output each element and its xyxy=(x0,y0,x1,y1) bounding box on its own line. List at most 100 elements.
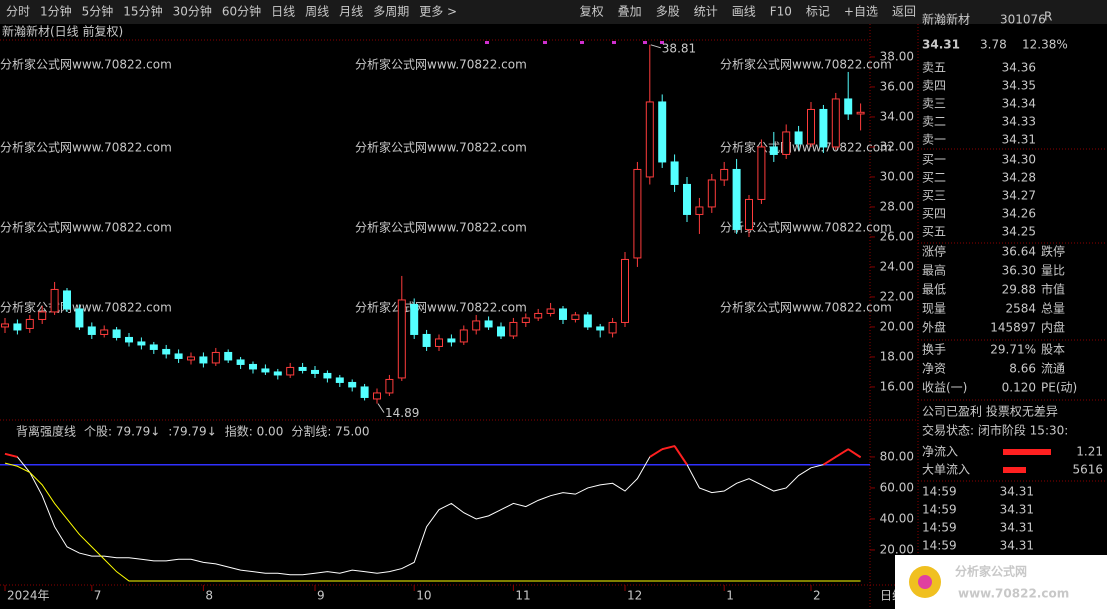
tool-button[interactable]: 统计 xyxy=(694,5,718,19)
y-tick-label: 40.00 xyxy=(880,511,914,525)
period-tab[interactable]: 月线 xyxy=(339,5,363,19)
ask-price: 34.36 xyxy=(1002,61,1036,75)
tool-button[interactable]: F10 xyxy=(770,5,792,19)
period-tab[interactable]: 更多 > xyxy=(419,5,457,19)
watermark: 分析家公式网www.70822.com xyxy=(355,220,527,235)
candle-body xyxy=(583,314,592,328)
candle-body xyxy=(559,308,567,320)
y-tick-label: 32.00 xyxy=(880,139,914,153)
x-tick-label: 1 xyxy=(726,589,734,603)
ask-label: 卖一 xyxy=(922,133,946,147)
stat-label: 最高 xyxy=(922,263,946,278)
period-tab[interactable]: 周线 xyxy=(305,5,329,19)
tool-button[interactable]: 多股 xyxy=(656,5,680,19)
candle-body xyxy=(633,168,642,259)
candle-body xyxy=(459,329,468,343)
signal-dot xyxy=(580,41,584,44)
candle-body xyxy=(360,386,369,398)
period-tab[interactable]: 15分钟 xyxy=(123,4,162,19)
stat-label2: 量比 xyxy=(1041,264,1065,278)
candle-body xyxy=(410,303,419,335)
notice: 公司已盈利 投票权无差异 xyxy=(922,404,1058,419)
candle-body xyxy=(149,344,158,350)
candle-body xyxy=(211,351,220,364)
candle-body xyxy=(807,108,815,145)
flow-label: 净流入 xyxy=(922,445,958,459)
stat2-label: 换手 xyxy=(922,343,946,357)
stat-price: 145897 xyxy=(990,321,1036,335)
stat-price: 2584 xyxy=(1005,302,1036,316)
low-annotation: 14.89 xyxy=(385,406,419,420)
x-tick-label: 7 xyxy=(94,589,102,603)
tool-button[interactable]: 标记 xyxy=(806,5,830,19)
logo-name: 分析家公式网 xyxy=(955,564,1027,579)
watermark: 分析家公式网www.70822.com xyxy=(720,220,892,235)
period-tab[interactable]: 分时 xyxy=(6,5,30,19)
ask-label: 卖二 xyxy=(922,115,946,129)
bid-price: 34.28 xyxy=(1002,171,1036,185)
candle-body xyxy=(298,366,307,371)
candle-body xyxy=(125,336,133,343)
stat2-price: 0.120 xyxy=(1002,381,1036,395)
candle-body xyxy=(472,320,481,331)
y-tick-label: 24.00 xyxy=(880,259,914,273)
indicator-highlight xyxy=(822,456,837,466)
candle-body xyxy=(745,198,753,230)
tool-button[interactable]: 画线 xyxy=(732,5,756,19)
tool-button[interactable]: +自选 xyxy=(844,5,878,19)
status: 交易状态: 闭市阶段 15:30: xyxy=(922,423,1068,438)
ask-label: 卖三 xyxy=(922,97,946,111)
stat2-label2: 流通 xyxy=(1041,362,1065,376)
candle-body xyxy=(112,329,121,338)
candle-body xyxy=(162,348,171,355)
stat-label2: 内盘 xyxy=(1041,320,1065,335)
candle-body xyxy=(732,168,741,230)
period-tab[interactable]: 1分钟 xyxy=(40,4,72,19)
ask-label: 卖四 xyxy=(922,79,946,93)
period-tab[interactable]: 5分钟 xyxy=(82,4,114,19)
period-tab[interactable]: 多周期 xyxy=(373,5,409,19)
period-tab[interactable]: 日线 xyxy=(271,5,295,19)
indicator-line xyxy=(4,462,861,582)
candle-body xyxy=(856,111,865,115)
x-tick-label: 12 xyxy=(627,589,642,603)
indicator-highlight xyxy=(661,445,675,451)
candle-body xyxy=(782,131,791,155)
flow-value: 1.21 xyxy=(1076,445,1103,459)
candle-body xyxy=(571,314,580,320)
candle-body xyxy=(137,341,146,346)
indicator-line xyxy=(4,445,861,576)
watermark: 分析家公式网www.70822.com xyxy=(0,140,172,155)
candle-body xyxy=(497,326,505,337)
stat-label: 外盘 xyxy=(922,320,946,335)
stat-label2: 跌停 xyxy=(1041,244,1065,259)
x-tick-label: 8 xyxy=(205,589,213,603)
tick-price: 34.31 xyxy=(1000,503,1034,517)
candle-body xyxy=(199,356,208,364)
y-tick-label: 28.00 xyxy=(880,199,914,213)
candle-body xyxy=(596,326,605,331)
watermark: 分析家公式网www.70822.com xyxy=(0,300,172,315)
price-change: 3.78 xyxy=(980,38,1007,52)
stat-price: 36.64 xyxy=(1002,245,1036,259)
watermark: 分析家公式网www.70822.com xyxy=(720,140,892,155)
candle-body xyxy=(422,333,431,347)
period-tab[interactable]: 60分钟 xyxy=(222,4,261,19)
ask-price: 34.33 xyxy=(1002,115,1036,129)
tool-button[interactable]: 复权 xyxy=(580,5,604,19)
period-tab[interactable]: 30分钟 xyxy=(173,4,212,19)
tick-time: 14:59 xyxy=(922,521,957,535)
candle-body xyxy=(348,381,357,388)
y-tick-label: 36.00 xyxy=(880,79,914,93)
tool-button[interactable]: 返回 xyxy=(892,5,916,19)
stat2-price: 29.71% xyxy=(990,343,1036,357)
tool-button[interactable]: 叠加 xyxy=(618,5,642,19)
x-tick-label: 2024年 xyxy=(7,589,50,603)
ask-price: 34.35 xyxy=(1002,79,1036,93)
x-tick-label: 9 xyxy=(317,589,325,603)
y-tick-label: 20.00 xyxy=(880,542,914,556)
y-tick-label: 22.00 xyxy=(880,289,914,303)
stat2-price: 8.66 xyxy=(1009,362,1036,376)
legend-item: :79.79↓ xyxy=(168,425,216,439)
